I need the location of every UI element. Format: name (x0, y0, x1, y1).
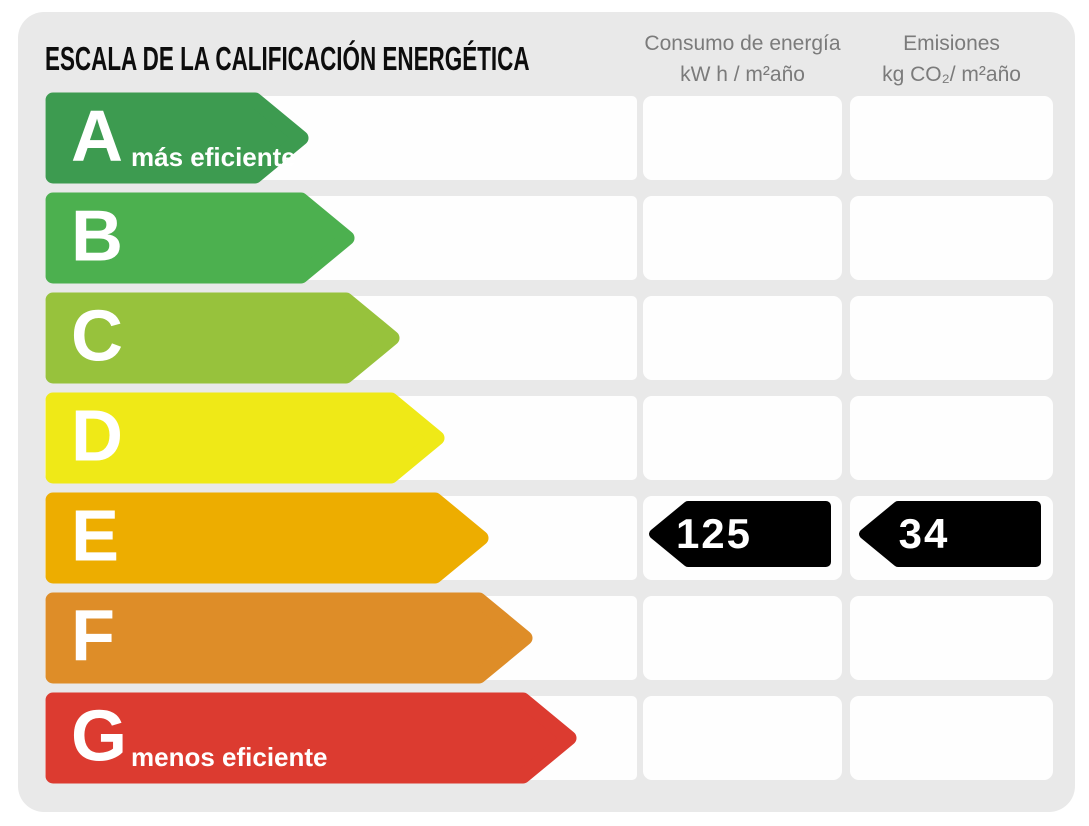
rating-arrow-b-icon: B (45, 192, 356, 284)
emisiones-header-line1: Emisiones (903, 32, 1000, 55)
rating-letter: F (71, 596, 115, 677)
emisiones-cell (850, 196, 1053, 280)
consumo-value: 125 (675, 510, 753, 557)
emisiones-header-units: kg CO₂/ m²año (882, 63, 1021, 86)
rating-arrow-a-icon: A más eficiente (45, 92, 310, 184)
consumo-header-line1: Consumo de energía (644, 32, 841, 55)
rating-arrow-d-icon: D (45, 392, 446, 484)
rating-arrow-f-icon: F (45, 592, 534, 684)
emisiones-cell (850, 296, 1053, 380)
rating-letter: D (71, 396, 123, 477)
rating-row-c: C (45, 292, 1053, 384)
column-header-emisiones: Emisiones kg CO₂/ m²año (850, 28, 1053, 90)
emisiones-cell (850, 696, 1053, 780)
rating-arrow-c-icon: C (45, 292, 401, 384)
consumo-cell (643, 196, 842, 280)
rating-row-g: G menos eficiente (45, 692, 1053, 784)
rating-arrow-e-icon: E (45, 492, 490, 584)
rating-letter: E (71, 496, 120, 577)
consumo-cell (643, 596, 842, 680)
efficiency-label: menos eficiente (131, 742, 328, 772)
consumo-cell (643, 96, 842, 180)
consumo-header-units: kW h / m²año (680, 63, 805, 86)
column-header-consumo: Consumo de energía kW h / m²año (643, 28, 842, 90)
rating-letter: B (71, 196, 123, 277)
consumo-value-arrow-icon: 125 (648, 500, 832, 568)
rating-letter: A (71, 96, 123, 177)
emisiones-value: 34 (898, 510, 950, 557)
efficiency-label: más eficiente (131, 142, 296, 172)
consumo-cell (643, 696, 842, 780)
consumo-cell (643, 296, 842, 380)
emisiones-cell (850, 596, 1053, 680)
rating-letter: C (71, 296, 123, 377)
rating-row-f: F (45, 592, 1053, 684)
rating-row-b: B (45, 192, 1053, 284)
emisiones-cell (850, 96, 1053, 180)
rating-row-a: A más eficiente (45, 92, 1053, 184)
rating-letter: G (71, 696, 128, 777)
emisiones-value-arrow-icon: 34 (858, 500, 1042, 568)
page-title: ESCALA DE LA CALIFICACIÓN ENERGÉTICA (45, 40, 530, 77)
rating-arrow-g-icon: G menos eficiente (45, 692, 578, 784)
emisiones-cell (850, 396, 1053, 480)
rating-row-d: D (45, 392, 1053, 484)
consumo-cell (643, 396, 842, 480)
